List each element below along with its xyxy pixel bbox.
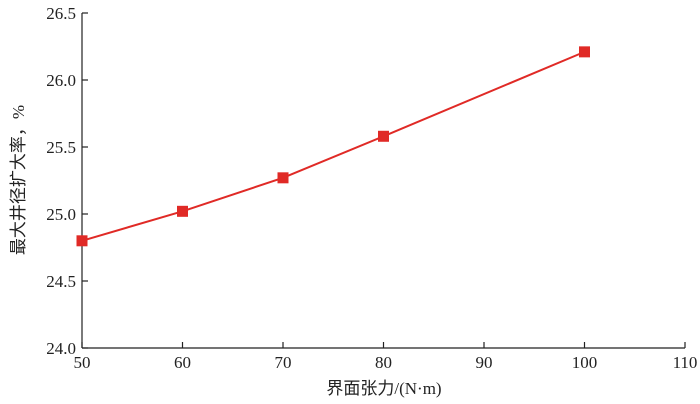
x-tick-label: 100 — [572, 353, 598, 372]
y-axis-title: 最大井径扩大率，% — [9, 105, 28, 255]
data-point-marker — [76, 235, 88, 247]
y-tick-label: 25.0 — [46, 205, 76, 224]
x-tick-label: 90 — [476, 353, 493, 372]
y-tick-label: 26.0 — [46, 71, 76, 90]
x-axis-title: 界面张力/(N·m) — [326, 379, 441, 398]
x-tick-label: 50 — [74, 353, 91, 372]
x-tick-label: 70 — [275, 353, 292, 372]
data-point-marker — [177, 205, 188, 217]
x-tick-label: 110 — [673, 353, 698, 372]
axes — [81, 13, 685, 349]
ticks: 50 60 70 80 90 100 110 24.0 24.5 25.0 25.5 26.0 26.5 — [46, 4, 697, 372]
x-tick-label: 60 — [174, 353, 191, 372]
data-point-marker — [579, 46, 590, 58]
series-line — [81, 50, 585, 242]
data-point-marker — [277, 172, 289, 184]
data-point-marker — [378, 130, 389, 142]
y-tick-label: 26.5 — [46, 4, 76, 23]
y-tick-label: 24.0 — [46, 339, 76, 358]
series — [76, 46, 590, 247]
x-tick-label: 80 — [375, 353, 392, 372]
y-tick-label: 24.5 — [46, 272, 76, 291]
y-tick-label: 25.5 — [46, 138, 76, 157]
